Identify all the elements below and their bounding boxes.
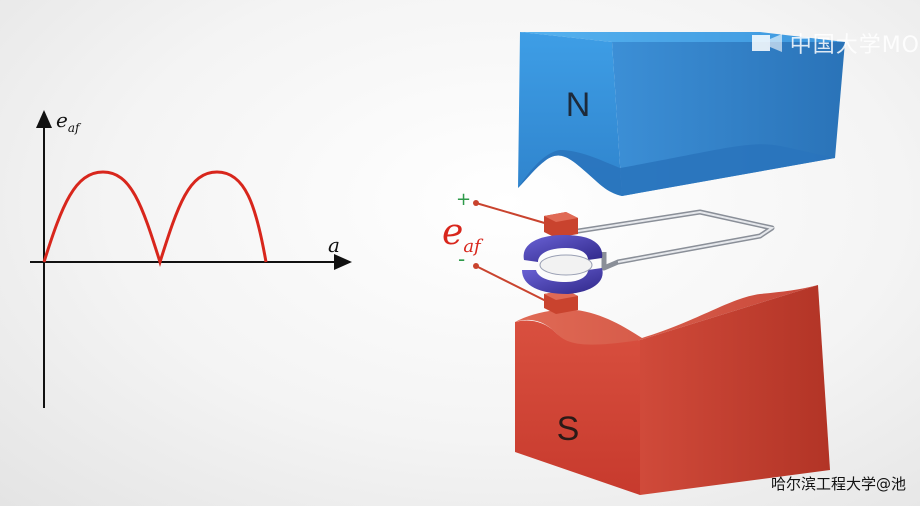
mooc-watermark: 中国大学MO [750,28,920,58]
north-pole-saddle [518,144,835,196]
emf-leads: + - eaf [442,189,549,303]
armature-coil [571,209,775,271]
x-axis-label: a [328,233,340,257]
north-pole-label: N [566,86,591,124]
rectified-emf-curve [42,170,268,267]
commutator-assembly [522,212,603,314]
south-pole-saddle [515,285,818,352]
y-axis-label: eaf [56,108,82,135]
mooc-watermark-text: 中国大学MO [789,33,920,58]
south-pole-side-face [640,285,830,495]
emf-graph: eaf a [30,108,352,408]
course-credit: 哈尔滨工程大学@池 [770,475,906,493]
mooc-logo-icon [751,34,782,52]
commutator-segment-upper [523,235,603,262]
north-pole-front-face [518,32,622,196]
emf-label: eaf [442,212,484,257]
south-pole-front-face [515,320,640,495]
commutator-segment-lower [522,268,603,294]
plus-sign: + [456,189,471,210]
north-pole-magnet: N [518,32,845,196]
south-pole-label: S [557,410,580,448]
negative-lead [475,265,549,303]
minus-sign: - [458,247,465,271]
south-pole-magnet: S [515,285,830,495]
positive-lead [475,202,549,225]
